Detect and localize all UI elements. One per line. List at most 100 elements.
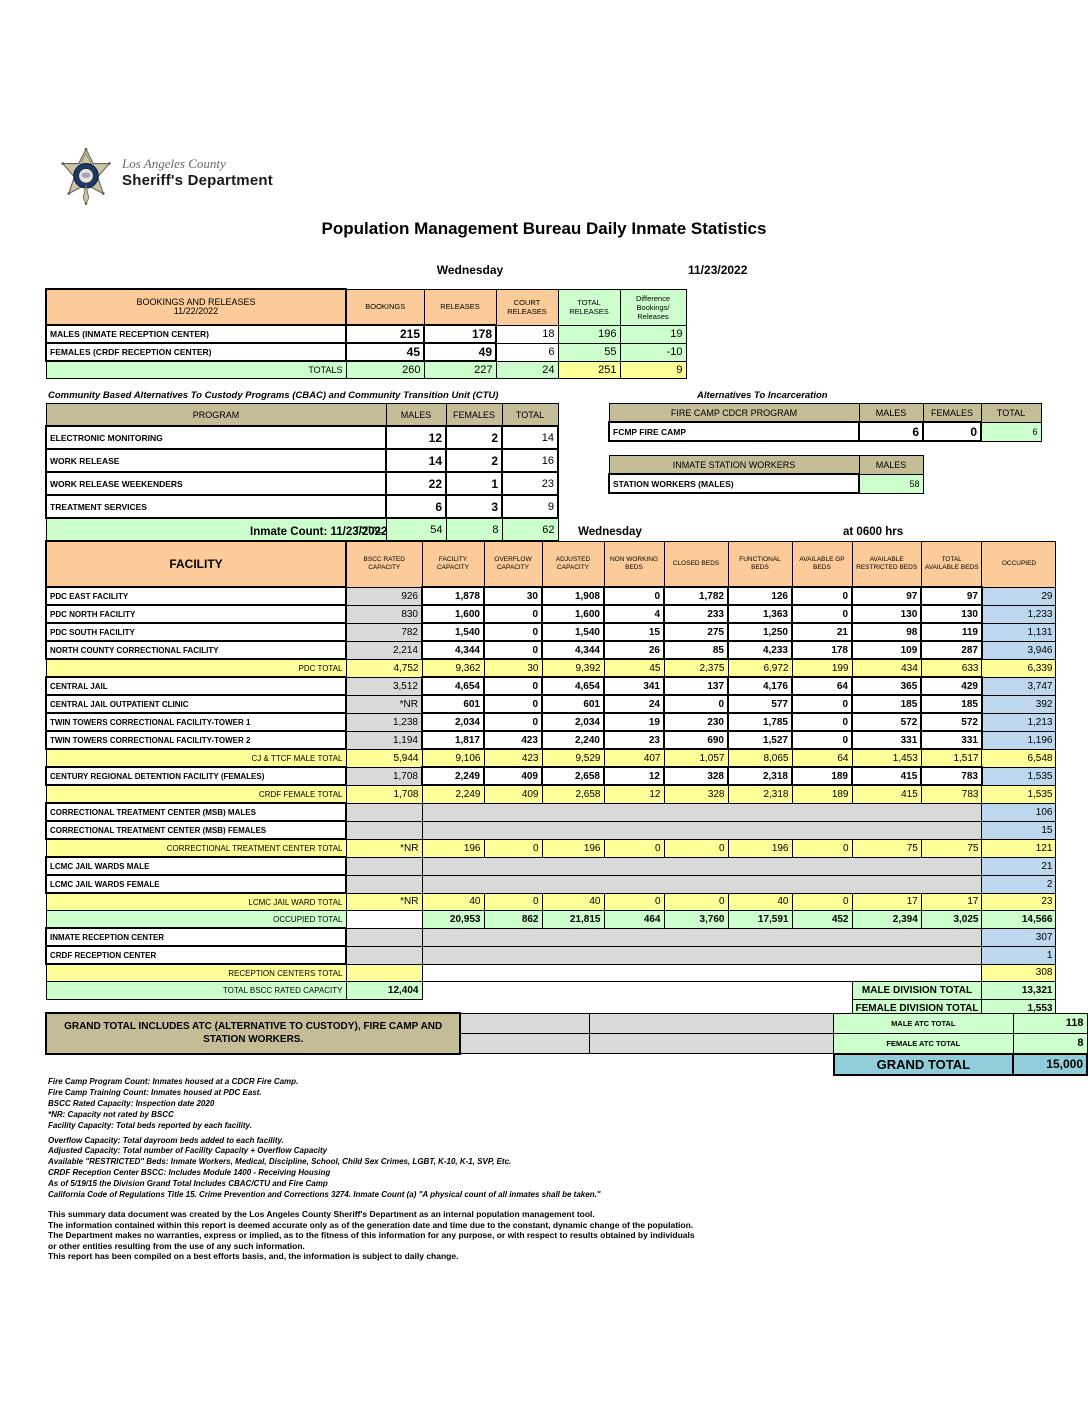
cell <box>345 802 423 822</box>
facility-row: CORRECTIONAL TREATMENT CENTER (MSB) MALE… <box>45 802 1057 822</box>
cell: 15 <box>981 820 1057 840</box>
cell: 633 <box>920 658 983 678</box>
cell: 196 <box>557 324 621 344</box>
cell: 464 <box>603 910 665 929</box>
col-occupied: OCCUPIED <box>981 540 1057 588</box>
cell: 178 <box>423 324 497 344</box>
cell: 21,815 <box>541 910 605 929</box>
grand-total-row: FEMALE ATC TOTAL 8 <box>46 1032 1088 1054</box>
cell: 30 <box>483 586 543 606</box>
cell: 227 <box>423 360 497 379</box>
bookings-header-row: BOOKINGS AND RELEASES 11/22/2022 BOOKING… <box>45 288 687 326</box>
facility-row: CRDF RECEPTION CENTER 1 <box>45 945 1057 965</box>
grand-total-note: GRAND TOTAL INCLUDES ATC (ALTERNATIVE TO… <box>44 1012 462 1055</box>
cell: 40 <box>541 892 605 911</box>
col-functional: FUNCTIONAL BEDS <box>727 540 793 588</box>
cell: 0 <box>483 694 543 714</box>
station-workers-header-row: INMATE STATION WORKERS MALES <box>608 455 924 475</box>
cell: 341 <box>603 676 665 696</box>
col-total-releases: TOTAL RELEASES <box>557 288 621 326</box>
cell: 783 <box>920 766 983 786</box>
cell: 926 <box>345 586 423 606</box>
totals-label: TOTAL <box>45 517 387 541</box>
inmate-count-weekday: Wednesday <box>578 526 642 538</box>
cell: 2,318 <box>727 766 793 786</box>
cell: 2,658 <box>541 784 605 804</box>
cell: 130 <box>850 604 923 624</box>
cell: 58 <box>858 473 924 494</box>
col-bookings: BOOKINGS <box>345 288 425 326</box>
facility-name: CENTRAL JAIL <box>45 676 347 696</box>
cell: 0 <box>791 712 853 732</box>
col-court-releases: COURT RELEASES <box>495 288 559 326</box>
cell: 2,318 <box>727 784 793 804</box>
row-label: ELECTRONIC MONITORING <box>45 425 387 450</box>
cell: 23 <box>981 892 1057 911</box>
cell: 6 <box>385 494 447 519</box>
cell: 331 <box>850 730 923 750</box>
cell: 8 <box>445 517 503 541</box>
cell: 12 <box>603 766 665 786</box>
subtotal-label: LCMC JAIL WARD TOTAL <box>45 892 347 911</box>
cell: 601 <box>541 694 605 714</box>
cell: 19 <box>619 324 687 344</box>
cell: 1,363 <box>727 604 793 624</box>
cell: 98 <box>850 622 923 642</box>
facility-row: TWIN TOWERS CORRECTIONAL FACILITY-TOWER … <box>45 730 1057 750</box>
bookings-title: BOOKINGS AND RELEASES 11/22/2022 <box>45 288 347 326</box>
station-workers-table: INMATE STATION WORKERS MALES STATION WOR… <box>608 455 924 494</box>
cell: 1,600 <box>421 604 485 624</box>
facility-name: PDC SOUTH FACILITY <box>45 622 347 642</box>
subtotal-label: PDC TOTAL <box>45 658 347 678</box>
col-adjusted: ADJUSTED CAPACITY <box>541 540 605 588</box>
bscc-total-label: TOTAL BSCC RATED CAPACITY <box>45 981 347 1000</box>
row-label: FEMALES (CRDF RECEPTION CENTER) <box>45 342 347 362</box>
cell: 19 <box>603 712 665 732</box>
bscc-total-value: 12,404 <box>345 981 423 1000</box>
cbac-row: ELECTRONIC MONITORING 12 2 14 <box>45 425 559 450</box>
cell: 6 <box>495 342 559 362</box>
col-gp: AVAILABLE GP BEDS <box>791 540 853 588</box>
cell: 12 <box>603 784 665 804</box>
row-label: WORK RELEASE WEEKENDERS <box>45 471 387 496</box>
cell: 2 <box>981 874 1057 894</box>
footnotes: Fire Camp Program Count: Inmates housed … <box>48 1077 601 1201</box>
cell: 415 <box>850 766 923 786</box>
cell: 409 <box>483 766 543 786</box>
cbac-title: Community Based Alternatives To Custody … <box>48 390 499 401</box>
subtotal-label: CRDF FEMALE TOTAL <box>45 784 347 804</box>
col-males: MALES <box>858 455 924 475</box>
cell: 17 <box>920 892 983 911</box>
cell: 196 <box>421 838 485 858</box>
cell: 0 <box>603 838 665 858</box>
facility-row: CENTRAL JAIL OUTPATIENT CLINIC *NR 601 0… <box>45 694 1057 714</box>
merged-blank-cell <box>421 820 983 840</box>
grand-total-value: 15,000 <box>1012 1052 1088 1076</box>
cell: 15 <box>603 622 665 642</box>
cell: 0 <box>483 838 543 858</box>
cell: 2,240 <box>541 730 605 750</box>
subtotal-label: RECEPTION CENTERS TOTAL <box>45 963 347 982</box>
cell: 1,453 <box>851 748 922 768</box>
grand-total-table: GRAND TOTAL INCLUDES ATC (ALTERNATIVE TO… <box>44 1012 1088 1076</box>
cell: 2,394 <box>851 910 922 929</box>
cell: 0 <box>603 586 665 606</box>
subtotal-row: RECEPTION CENTERS TOTAL 308 <box>45 963 1057 982</box>
bookings-totals-row: TOTALS 260 227 24 251 9 <box>45 360 687 379</box>
footnote: Fire Camp Program Count: Inmates housed … <box>48 1077 299 1086</box>
cell: 29 <box>981 586 1057 606</box>
fire-camp-row: FCMP FIRE CAMP 6 0 6 <box>608 421 1042 442</box>
bscc-total-row: TOTAL BSCC RATED CAPACITY 12,404 MALE DI… <box>45 981 1057 1000</box>
cell: 1,785 <box>727 712 793 732</box>
cell: 1,782 <box>663 586 729 606</box>
cell: 0 <box>791 586 853 606</box>
merged-blank-cell <box>421 802 983 822</box>
disclaimer-line: The Department makes no warranties, expr… <box>48 1230 695 1241</box>
cell <box>345 945 423 965</box>
cell: 22 <box>385 471 447 496</box>
cell: 18 <box>495 324 559 344</box>
cell: 0 <box>791 604 853 624</box>
facility-header-row: FACILITY BSCC RATED CAPACITY FACILITY CA… <box>45 540 1057 588</box>
footnote: Facility Capacity: Total beds reported b… <box>48 1120 252 1130</box>
cell: 6 <box>858 421 924 442</box>
